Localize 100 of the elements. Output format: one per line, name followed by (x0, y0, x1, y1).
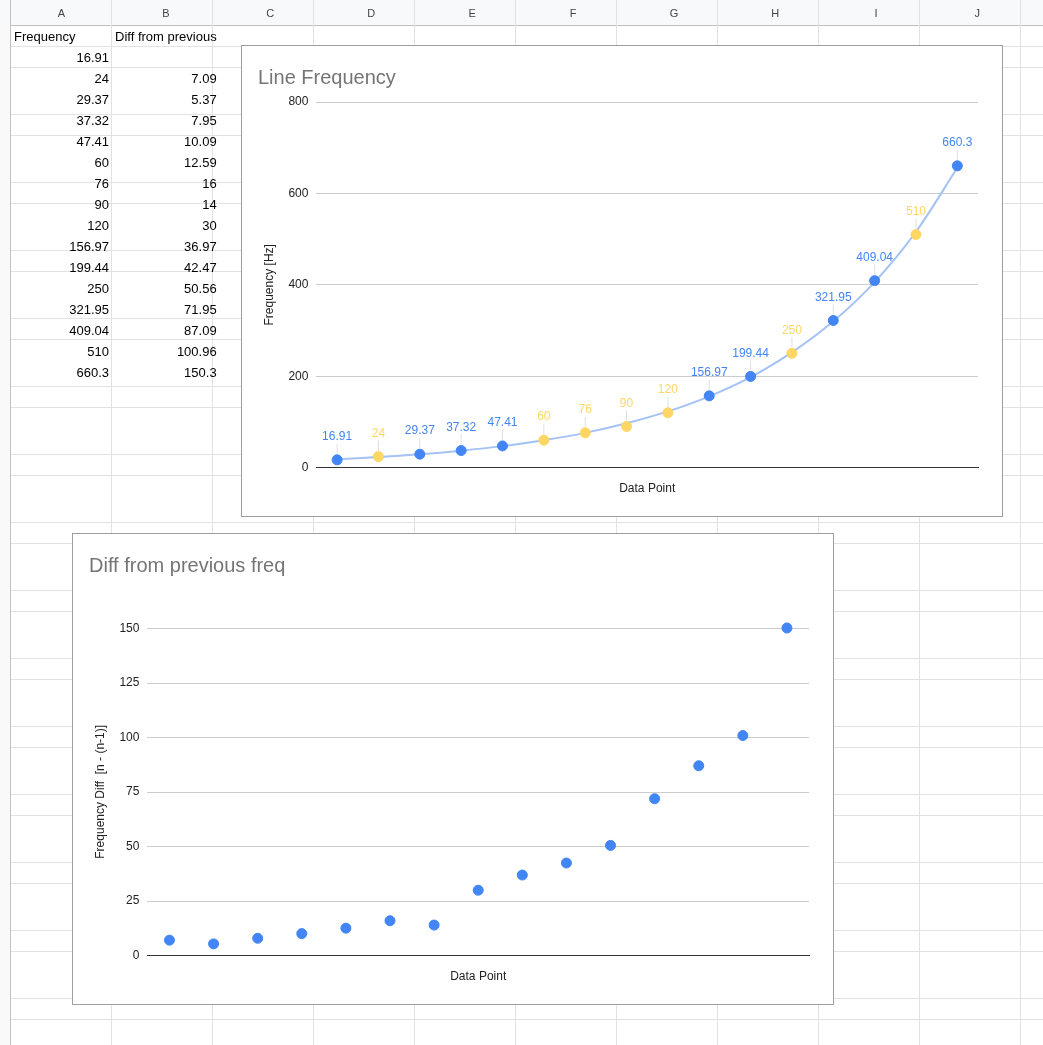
point (455, 445, 467, 457)
point (538, 434, 550, 446)
text: 30 (202, 218, 217, 233)
y-tick-label: 600 (288, 185, 309, 200)
point (163, 934, 175, 946)
data-label: 29.37 (404, 423, 436, 438)
point (910, 229, 922, 241)
text: 199.44 (69, 260, 109, 275)
text: 76 (94, 176, 109, 191)
y-tick-label: 0 (301, 459, 309, 474)
point (428, 919, 440, 931)
y-tick-label: 25 (126, 893, 140, 908)
text: 16 (202, 176, 217, 191)
text: 29.37 (76, 92, 109, 107)
chart-title: Diff from previous freq (89, 553, 286, 576)
text: 100.96 (176, 344, 217, 359)
text: 50.56 (184, 281, 217, 296)
y-tick-label: 50 (126, 838, 140, 853)
data-label: 510 (905, 203, 927, 218)
text: 47.41 (76, 134, 109, 149)
category-label: I (873, 6, 879, 21)
point (516, 869, 528, 881)
point (252, 932, 264, 944)
point (781, 622, 793, 634)
point (208, 938, 220, 950)
point (703, 390, 715, 402)
text: 12.59 (184, 155, 217, 170)
data-label: 16.91 (322, 429, 353, 444)
text: 409.04 (69, 323, 109, 338)
text: 510 (87, 344, 109, 359)
point (331, 454, 343, 466)
data-label: 24 (371, 425, 386, 440)
text: 16.91 (76, 50, 109, 65)
text: 87.09 (184, 323, 217, 338)
point (496, 440, 508, 452)
point (737, 730, 749, 742)
text: 71.95 (184, 302, 217, 317)
data-label: 199.44 (732, 345, 770, 360)
data-label: 60 (537, 409, 551, 424)
point (827, 314, 839, 326)
text: 321.95 (69, 302, 109, 317)
text: 37.32 (76, 113, 109, 128)
point (649, 793, 661, 805)
point (869, 275, 881, 287)
chart-title: Line Frequency (258, 65, 396, 88)
category-label: A (56, 6, 67, 21)
y-axis-title: Frequency Diff [n - (n-1)] (92, 724, 107, 859)
data-label: 321.95 (814, 289, 852, 304)
text: Frequency (14, 29, 76, 44)
data-label: 250 (781, 322, 803, 337)
category-label: G (668, 6, 680, 21)
point (296, 928, 308, 940)
data-label: 37.32 (446, 419, 477, 434)
category-label: D (366, 6, 377, 21)
category-label: F (568, 6, 578, 21)
text: 156.97 (69, 239, 109, 254)
x-axis-title: Data Point (619, 481, 676, 496)
point (662, 407, 674, 419)
text: 24 (94, 71, 109, 86)
point (745, 370, 757, 382)
text: 42.47 (184, 260, 217, 275)
text: 90 (94, 197, 109, 212)
point (414, 448, 426, 460)
category-label: J (973, 6, 981, 21)
category-label: H (770, 6, 781, 21)
category-label: C (265, 6, 276, 21)
point (951, 160, 963, 172)
y-tick-label: 0 (132, 947, 140, 962)
text: 660.3 (76, 365, 109, 380)
text: 7.95 (191, 113, 217, 128)
data-label: 76 (578, 402, 593, 417)
text: Diff from previous (115, 29, 217, 44)
text: 120 (87, 218, 109, 233)
y-tick-label: 400 (288, 277, 309, 292)
data-label: 120 (657, 382, 679, 397)
text: 10.09 (184, 134, 217, 149)
text: 7.09 (191, 71, 217, 86)
y-tick-label: 200 (288, 368, 309, 383)
data-label: 47.41 (487, 415, 518, 430)
y-tick-label: 800 (288, 94, 309, 109)
y-tick-label: 125 (119, 675, 140, 690)
point (372, 451, 384, 463)
text: 150.3 (184, 365, 217, 380)
x-axis-title: Data Point (450, 969, 507, 984)
point (560, 857, 572, 869)
data-label: 156.97 (690, 365, 728, 380)
point (472, 884, 484, 896)
y-tick-label: 150 (119, 620, 140, 635)
y-tick-label: 100 (119, 729, 140, 744)
point (693, 760, 705, 772)
point (621, 420, 633, 432)
text: 14 (202, 197, 217, 212)
category-label: B (161, 6, 171, 21)
data-label: 660.3 (942, 135, 973, 150)
y-axis-title: Frequency [Hz] (261, 244, 276, 326)
category-label: E (467, 6, 477, 21)
y-tick-label: 75 (126, 784, 140, 799)
text: 5.37 (191, 92, 217, 107)
data-label: 90 (619, 395, 634, 410)
text: 250 (87, 281, 109, 296)
